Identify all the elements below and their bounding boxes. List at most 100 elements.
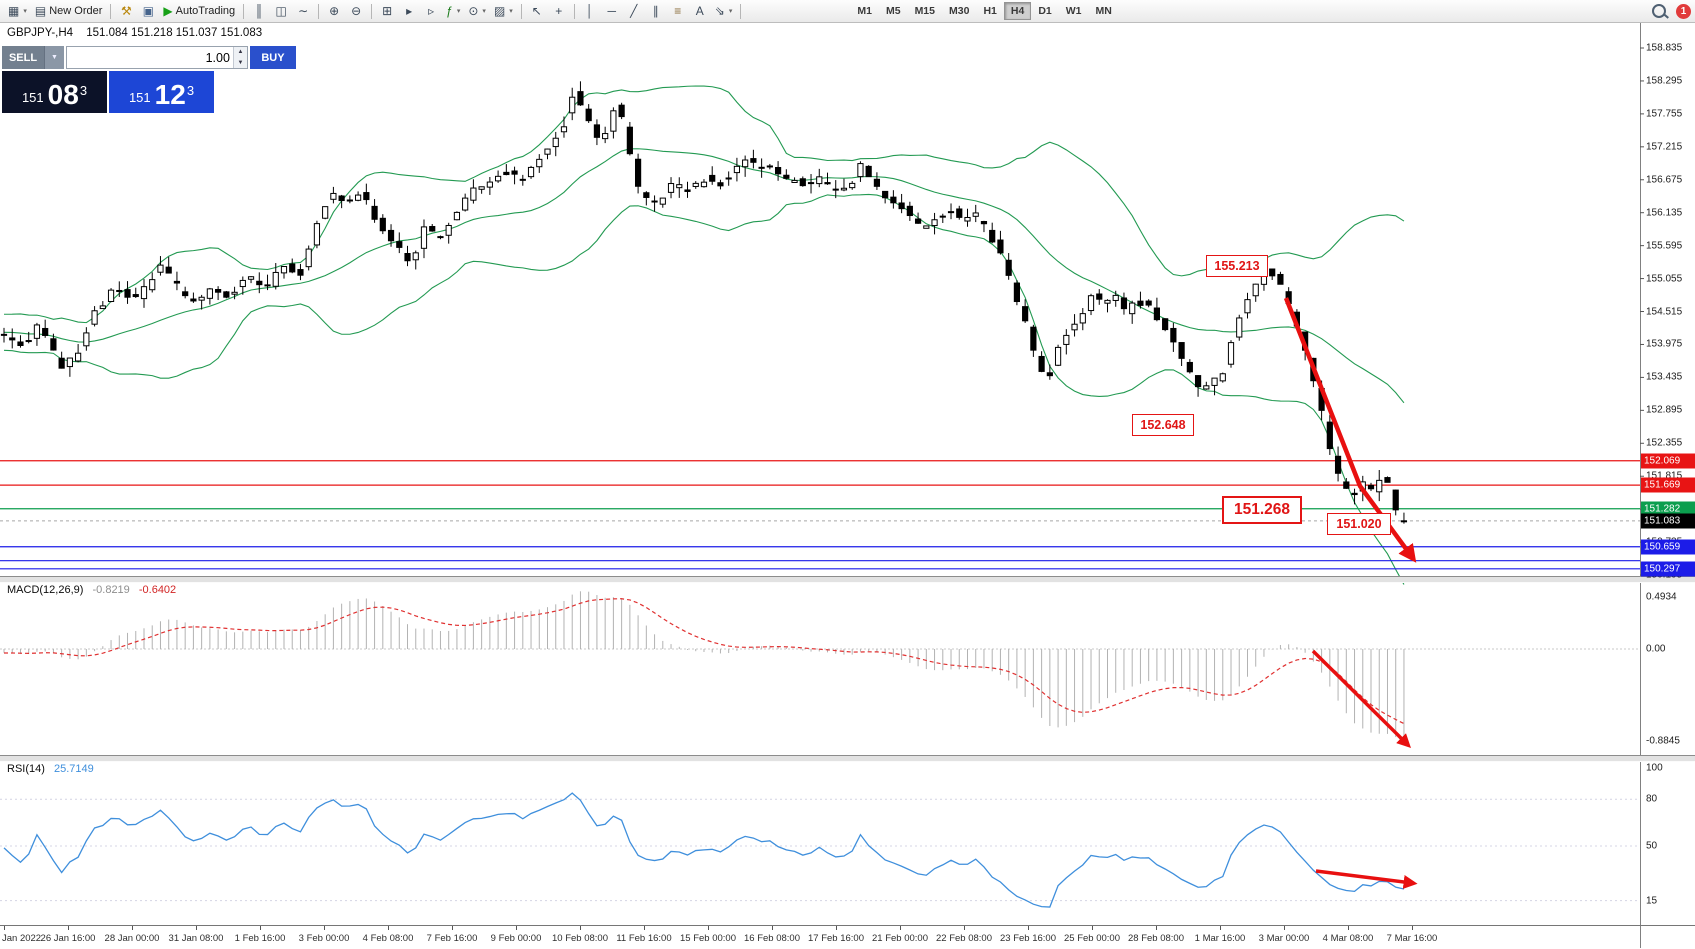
time-tick [1156, 926, 1157, 930]
arrows-list-button[interactable]: ⇘ ▾ [711, 2, 737, 21]
chart-line-icon: ∼ [298, 4, 309, 18]
zoom-in-button[interactable]: ⊕ [323, 2, 345, 21]
macd-main-value: -0.8219 [92, 584, 130, 596]
rsi-downtrend-arrow [1315, 869, 1418, 889]
lot-increase-button[interactable]: ▲ [233, 47, 247, 58]
panel-separator-rsi[interactable] [0, 755, 1695, 762]
price-axis-label: 155.595 [1646, 240, 1683, 252]
time-tick [1412, 926, 1413, 930]
timeframe-m30-button[interactable]: M30 [942, 2, 976, 20]
rsi-axis-label: 100 [1646, 762, 1663, 774]
fibonacci-button[interactable]: ≡ [667, 2, 689, 21]
chart-canvas[interactable] [0, 22, 1695, 948]
chart-quote-header: GBPJPY-,H4 151.084 151.218 151.037 151.0… [7, 27, 262, 39]
time-axis-label: 21 Feb 00:00 [872, 933, 928, 944]
time-axis-label: 25 Feb 00:00 [1064, 933, 1120, 944]
indicators-button[interactable]: ƒ ▾ [442, 2, 464, 21]
cursor-button[interactable]: ↖ [526, 2, 548, 21]
timeframe-m1-button[interactable]: M1 [850, 2, 879, 20]
horizontal-line-button[interactable]: ─ [601, 2, 623, 21]
time-axis-label: 28 Feb 08:00 [1128, 933, 1184, 944]
price-annotation: 152.648 [1132, 414, 1194, 436]
trendline-button[interactable]: ╱ [623, 2, 645, 21]
caret-down-icon: ▾ [509, 8, 513, 15]
time-axis-label: 31 Jan 08:00 [168, 933, 224, 944]
time-tick [516, 926, 517, 930]
time-axis-label: 23 Feb 16:00 [1000, 933, 1056, 944]
one-click-top-row: SELL ▼ ▲ ▼ BUY [2, 46, 296, 69]
vertical-line-icon: │ [586, 4, 594, 18]
lot-decrease-button[interactable]: ▼ [233, 57, 247, 68]
sell-price-display[interactable]: 151 08 3 [2, 71, 107, 113]
search-icon[interactable] [1652, 4, 1666, 18]
chart-line-button[interactable]: ∼ [292, 2, 314, 21]
autotrading-button[interactable]: ▶ AutoTrading [159, 2, 239, 21]
timeframe-m15-button[interactable]: M15 [908, 2, 942, 20]
price-level-label: 152.069 [1641, 453, 1695, 469]
panel-separator-macd[interactable] [0, 576, 1695, 583]
autotrading-label: AutoTrading [175, 5, 236, 17]
price-axis-label: 157.215 [1646, 141, 1683, 153]
periods-icon: ⊙ [468, 4, 479, 18]
zoom-out-icon: ⊖ [351, 4, 362, 18]
timeframe-m5-button[interactable]: M5 [879, 2, 908, 20]
sell-options-dropdown[interactable]: ▼ [44, 46, 64, 69]
price-axis-label: 151.815 [1646, 470, 1683, 482]
auto-scroll-button[interactable]: ▸ [398, 2, 420, 21]
price-annotation: 155.213 [1206, 255, 1268, 277]
tile-windows-button[interactable]: ⊞ [376, 2, 398, 21]
notification-badge[interactable]: 1 [1676, 3, 1691, 19]
buy-price-big: 12 [154, 79, 186, 110]
rsi-value: 25.7149 [53, 763, 94, 775]
time-axis-label: Jan 2022 [2, 933, 42, 944]
symbol-period-label: GBPJPY-,H4 [7, 27, 74, 39]
lot-size-input[interactable] [66, 47, 233, 68]
buy-price-display[interactable]: 151 12 3 [109, 71, 214, 113]
zoom-out-button[interactable]: ⊖ [345, 2, 367, 21]
toolbar-separator [110, 3, 112, 19]
text-button[interactable]: A [689, 2, 711, 21]
time-tick [708, 926, 709, 930]
chart-bars-button[interactable]: ║ [248, 2, 270, 21]
price-axis-label: 152.355 [1646, 437, 1683, 449]
scripts-button[interactable]: ⚒ [115, 2, 137, 21]
caret-down-icon: ▾ [456, 8, 461, 15]
buy-button[interactable]: BUY [249, 46, 296, 69]
crosshair-button[interactable]: + [548, 2, 570, 21]
time-tick [68, 926, 69, 930]
time-axis[interactable]: Jan 2022 26 Jan 16:00 28 Jan 00:00 31 Jan 0… [0, 925, 1695, 949]
chart-candles-button[interactable]: ◫ [270, 2, 292, 21]
toolbar-right-group: 1 [1652, 3, 1691, 19]
time-tick [324, 926, 325, 930]
timeframe-w1-button[interactable]: W1 [1059, 2, 1089, 20]
time-tick [1348, 926, 1349, 930]
chart-shift-button[interactable]: ▹ [420, 2, 442, 21]
time-axis-label: 3 Feb 00:00 [298, 933, 350, 944]
time-axis-label: 26 Jan 16:00 [40, 933, 96, 944]
buy-price-sup: 3 [186, 83, 195, 98]
one-click-trading-panel: SELL ▼ ▲ ▼ BUY 151 08 3 151 12 3 [2, 46, 296, 113]
price-level-label: 151.669 [1641, 477, 1695, 493]
sell-price-sup: 3 [79, 83, 88, 98]
rsi-label: RSI(14) 25.7149 [7, 763, 94, 775]
toolbar-separator [573, 3, 575, 19]
timeframe-h1-button[interactable]: H1 [976, 2, 1003, 20]
new-chart-button[interactable]: ▦ ▾ [4, 2, 31, 21]
main-toolbar: ▦ ▾ ▤ New Order ⚒ ▣ ▶ AutoTrading ║ ◫ ∼ ⊕ ⊖ ⊞ ▸ ▹ ƒ ▾ ⊙ ▾ ▨ ▾… [0, 0, 1695, 23]
vertical-line-button[interactable]: │ [579, 2, 601, 21]
channel-button[interactable]: ∥ [645, 2, 667, 21]
open-charts-button[interactable]: ▣ [137, 2, 159, 21]
periods-button[interactable]: ⊙ ▾ [464, 2, 490, 21]
templates-button[interactable]: ▨ ▾ [490, 2, 517, 21]
time-tick [196, 926, 197, 930]
new-order-button[interactable]: ▤ New Order [31, 2, 107, 21]
timeframe-d1-button[interactable]: D1 [1031, 2, 1058, 20]
toolbar-separator [371, 3, 373, 19]
one-click-price-row: 151 08 3 151 12 3 [2, 71, 214, 113]
sell-button[interactable]: SELL [2, 46, 44, 69]
macd-axis-label: -0.8845 [1646, 735, 1680, 747]
timeframe-mn-button[interactable]: MN [1089, 2, 1119, 20]
open-charts-icon: ▣ [142, 4, 155, 18]
lot-spinner: ▲ ▼ [232, 47, 247, 68]
timeframe-h4-button[interactable]: H4 [1003, 2, 1032, 20]
